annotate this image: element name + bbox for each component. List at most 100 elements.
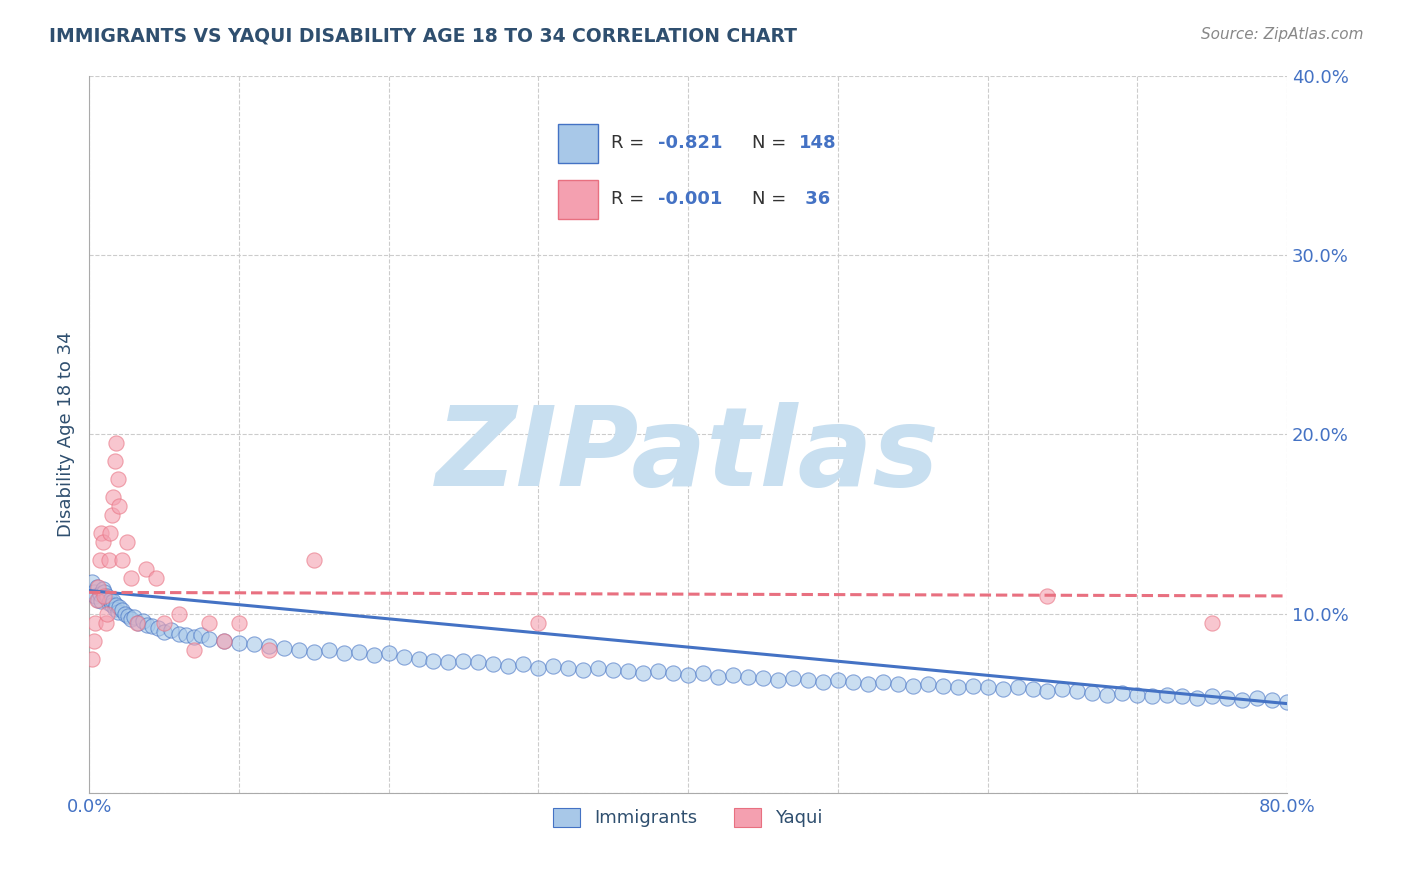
Point [797,673,820,688]
Point [89,587,111,601]
Point [347,644,370,658]
Point [332,646,354,660]
Point [198,615,221,630]
Point [1261,693,1284,707]
Point [153,624,176,639]
Point [84,589,107,603]
Point [363,648,385,662]
Point [86,592,108,607]
Point [243,637,266,651]
Point [90,594,112,608]
Point [103,601,125,615]
Point [827,673,849,688]
Point [105,598,128,612]
Point [146,621,169,635]
Point [91,535,114,549]
Point [145,571,167,585]
Point [273,640,295,655]
Point [1230,693,1253,707]
Point [105,436,128,450]
Point [141,619,163,633]
Point [257,639,280,653]
Text: IMMIGRANTS VS YAQUI DISABILITY AGE 18 TO 34 CORRELATION CHART: IMMIGRANTS VS YAQUI DISABILITY AGE 18 TO… [49,27,797,45]
Point [976,681,998,695]
Point [752,672,775,686]
Point [107,472,129,486]
Point [1036,589,1059,603]
Point [527,615,550,630]
Point [183,642,205,657]
Point [392,650,415,665]
Point [97,553,120,567]
Point [183,630,205,644]
Point [1246,691,1268,706]
Point [90,526,112,541]
Point [125,615,148,630]
Point [101,594,124,608]
Point [136,617,159,632]
Point [80,652,103,666]
Point [721,668,744,682]
Point [437,656,460,670]
Point [602,663,624,677]
Point [302,553,325,567]
Point [1216,691,1239,706]
Point [103,454,125,468]
Point [901,679,924,693]
Point [98,526,121,541]
Point [962,679,984,693]
Point [1052,682,1074,697]
Point [527,661,550,675]
Point [512,657,534,672]
Point [766,673,789,688]
Point [86,580,108,594]
Point [167,607,190,621]
Point [917,677,939,691]
Point [91,582,114,596]
Point [453,654,475,668]
Point [228,615,250,630]
Point [94,591,117,605]
Point [1171,690,1194,704]
Point [737,670,759,684]
Point [647,665,669,679]
Point [1097,688,1119,702]
Point [120,612,142,626]
Point [1081,686,1104,700]
Point [287,642,309,657]
Point [707,670,730,684]
Point [811,675,834,690]
Point [692,666,714,681]
Text: ZIPatlas: ZIPatlas [436,402,941,509]
Point [782,672,804,686]
Point [318,642,340,657]
Point [1036,684,1059,698]
Point [662,666,685,681]
Point [100,508,122,523]
Point [83,633,105,648]
Point [1275,695,1298,709]
Point [176,628,198,642]
Point [1021,682,1043,697]
Point [120,571,142,585]
Point [1201,615,1223,630]
Point [190,628,212,642]
Point [422,654,444,668]
Point [87,580,110,594]
Point [160,623,183,637]
Point [122,610,145,624]
Point [257,642,280,657]
Point [377,646,399,660]
Point [89,553,111,567]
Point [212,633,235,648]
Point [842,675,865,690]
Point [1007,681,1029,695]
Point [1066,684,1088,698]
Point [94,615,117,630]
Point [572,663,595,677]
Point [96,607,118,621]
Point [676,668,699,682]
Y-axis label: Disability Age 18 to 34: Disability Age 18 to 34 [58,332,75,537]
Point [212,633,235,648]
Point [111,603,134,617]
